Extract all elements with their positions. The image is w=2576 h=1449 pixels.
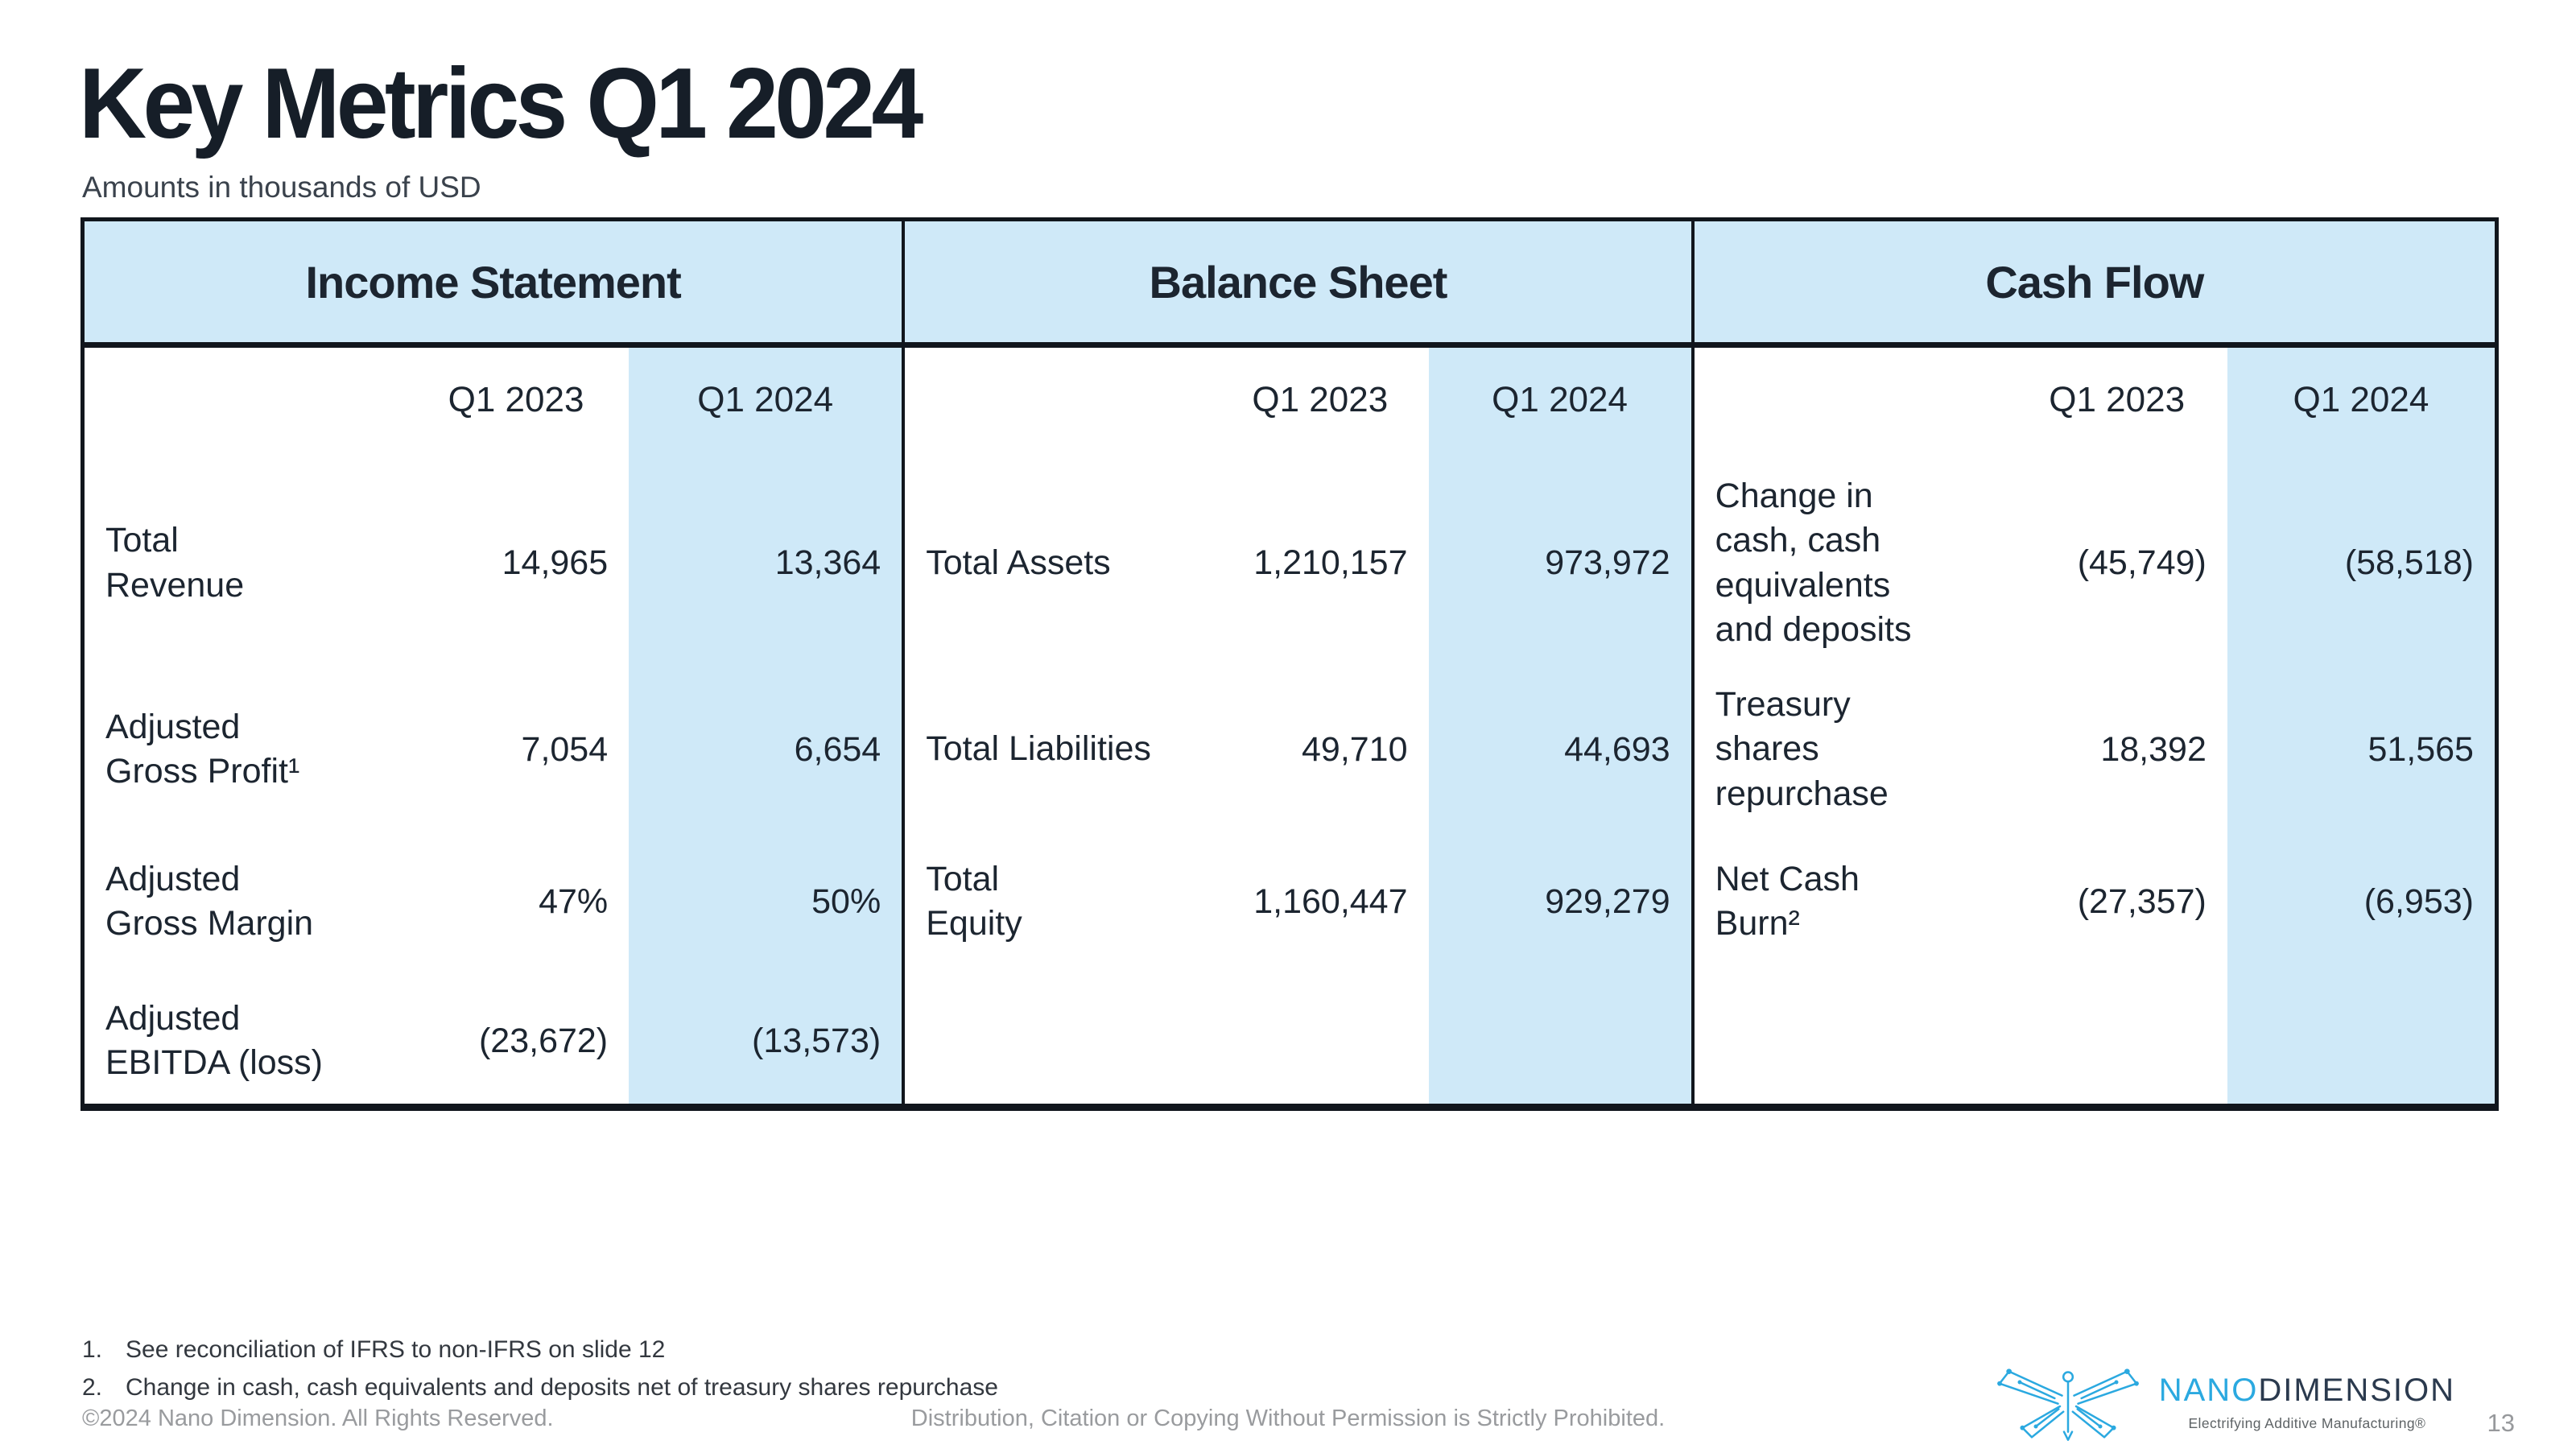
value-q1-2024: (13,573)	[752, 1021, 881, 1060]
section-balance-sheet: Q1 2023 Q1 2024 Total Assets 1,210,157 9…	[905, 348, 1695, 1104]
value-q1-2024: 50%	[811, 881, 881, 921]
logo-tagline: Electrifying Additive Manufacturing®	[2188, 1415, 2426, 1431]
table-row-total-revenue: Total Revenue 14,965 13,364	[85, 452, 902, 674]
value-q1-2023: (45,749)	[2077, 543, 2207, 582]
column-header-q1-2023: Q1 2023	[448, 380, 584, 419]
section-income-statement: Q1 2023 Q1 2024 Total Revenue 14,965 13,…	[85, 348, 906, 1104]
column-header-q1-2024: Q1 2024	[1492, 380, 1628, 419]
table-row-adjusted-ebitda-loss: Adjusted EBITDA (loss) (23,672) (13,573)	[85, 978, 902, 1104]
row-label: Total Equity	[926, 859, 1022, 943]
page-number: 13	[2487, 1409, 2515, 1437]
logo-text: NANODIMENSION Electrifying Additive Manu…	[2159, 1373, 2455, 1432]
column-header-row: Q1 2023 Q1 2024	[85, 348, 902, 452]
value-q1-2024: 6,654	[794, 729, 881, 769]
footnote-marker: 1.	[82, 1336, 103, 1363]
table-section-headers: Income Statement Balance Sheet Cash Flow	[85, 221, 2495, 348]
copyright-text: ©2024 Nano Dimension. All Rights Reserve…	[82, 1406, 554, 1431]
empty-corner-cell	[85, 348, 403, 452]
section-header-income-statement: Income Statement	[85, 221, 906, 342]
table-row-treasury-shares-repurchase: Treasury shares repurchase 18,392 51,565	[1695, 674, 2495, 825]
column-header-row: Q1 2023 Q1 2024	[905, 348, 1690, 452]
column-header-q1-2024: Q1 2024	[697, 380, 834, 419]
value-q1-2024: (6,953)	[2363, 881, 2474, 921]
section-header-cash-flow: Cash Flow	[1694, 221, 2495, 342]
column-header-q1-2023: Q1 2023	[1252, 380, 1389, 419]
key-metrics-table: Income Statement Balance Sheet Cash Flow…	[80, 217, 2499, 1111]
empty-corner-cell	[905, 348, 1212, 452]
value-q1-2024: (58,518)	[2344, 543, 2474, 582]
row-label: Total Assets	[926, 543, 1111, 582]
row-label: Total Revenue	[105, 521, 245, 605]
section-header-balance-sheet: Balance Sheet	[905, 221, 1695, 342]
q1-2024-highlight-column	[1428, 348, 1691, 1104]
q1-2024-highlight-column	[629, 348, 902, 1104]
footnotes: 1. See reconciliation of IFRS to non-IFR…	[82, 1336, 998, 1412]
column-header-q1-2023: Q1 2023	[2049, 380, 2186, 419]
row-label: Adjusted Gross Profit¹	[105, 707, 300, 791]
row-label: Net Cash Burn²	[1715, 859, 1860, 943]
value-q1-2023: 7,054	[521, 729, 609, 769]
value-q1-2023: 47%	[539, 881, 609, 921]
row-label: Change in cash, cash equivalents and dep…	[1715, 477, 1912, 649]
table-row-net-cash-burn: Net Cash Burn² (27,357) (6,953)	[1695, 825, 2495, 978]
value-q1-2024: 44,693	[1564, 729, 1670, 769]
row-label: Adjusted EBITDA (loss)	[105, 998, 323, 1082]
value-q1-2023: (23,672)	[478, 1021, 609, 1060]
dragonfly-circuit-icon	[1996, 1368, 2139, 1441]
footnote-1: 1. See reconciliation of IFRS to non-IFR…	[82, 1336, 998, 1364]
footnote-2: 2. Change in cash, cash equivalents and …	[82, 1374, 998, 1402]
row-label: Treasury shares repurchase	[1715, 685, 1889, 813]
nano-dimension-logo: NANODIMENSION Electrifying Additive Manu…	[1992, 1362, 2455, 1443]
value-q1-2023: (27,357)	[2077, 881, 2207, 921]
table-row-total-equity: Total Equity 1,160,447 929,279	[905, 825, 1690, 978]
logo-brand-secondary: DIMENSION	[2258, 1373, 2455, 1408]
row-label: Total Liabilities	[926, 729, 1151, 769]
q1-2024-highlight-column	[2227, 348, 2495, 1104]
value-q1-2023: 18,392	[2100, 729, 2207, 769]
table-row-total-liabilities: Total Liabilities 49,710 44,693	[905, 674, 1690, 825]
page-title: Key Metrics Q1 2024	[79, 48, 923, 159]
logo-brand-primary: NANO	[2158, 1373, 2259, 1408]
distribution-notice-text: Distribution, Citation or Copying Withou…	[910, 1406, 1666, 1431]
value-q1-2023: 14,965	[502, 543, 609, 582]
table-row-adjusted-gross-profit: Adjusted Gross Profit¹ 7,054 6,654	[85, 674, 902, 825]
row-label: Adjusted Gross Margin	[105, 859, 314, 943]
footnote-text: Change in cash, cash equivalents and dep…	[126, 1374, 998, 1401]
table-body: Q1 2023 Q1 2024 Total Revenue 14,965 13,…	[85, 348, 2495, 1104]
value-q1-2023: 1,160,447	[1253, 881, 1408, 921]
section-cash-flow: Q1 2023 Q1 2024 Change in cash, cash equ…	[1695, 348, 2495, 1104]
column-header-q1-2024: Q1 2024	[2293, 380, 2429, 419]
page-subtitle: Amounts in thousands of USD	[82, 171, 481, 204]
table-row-change-in-cash: Change in cash, cash equivalents and dep…	[1695, 452, 2495, 674]
table-row-adjusted-gross-margin: Adjusted Gross Margin 47% 50%	[85, 825, 902, 978]
footnote-text: See reconciliation of IFRS to non-IFRS o…	[126, 1336, 666, 1363]
value-q1-2024: 973,972	[1545, 543, 1670, 582]
value-q1-2024: 13,364	[774, 543, 881, 582]
empty-corner-cell	[1695, 348, 2007, 452]
value-q1-2024: 51,565	[2368, 729, 2474, 769]
value-q1-2024: 929,279	[1545, 881, 1670, 921]
logo-wordmark: NANODIMENSION	[2159, 1373, 2455, 1409]
value-q1-2023: 49,710	[1301, 729, 1408, 769]
value-q1-2023: 1,210,157	[1253, 543, 1408, 582]
footnote-marker: 2.	[82, 1374, 103, 1401]
column-header-row: Q1 2023 Q1 2024	[1695, 348, 2495, 452]
table-row-total-assets: Total Assets 1,210,157 973,972	[905, 452, 1690, 674]
